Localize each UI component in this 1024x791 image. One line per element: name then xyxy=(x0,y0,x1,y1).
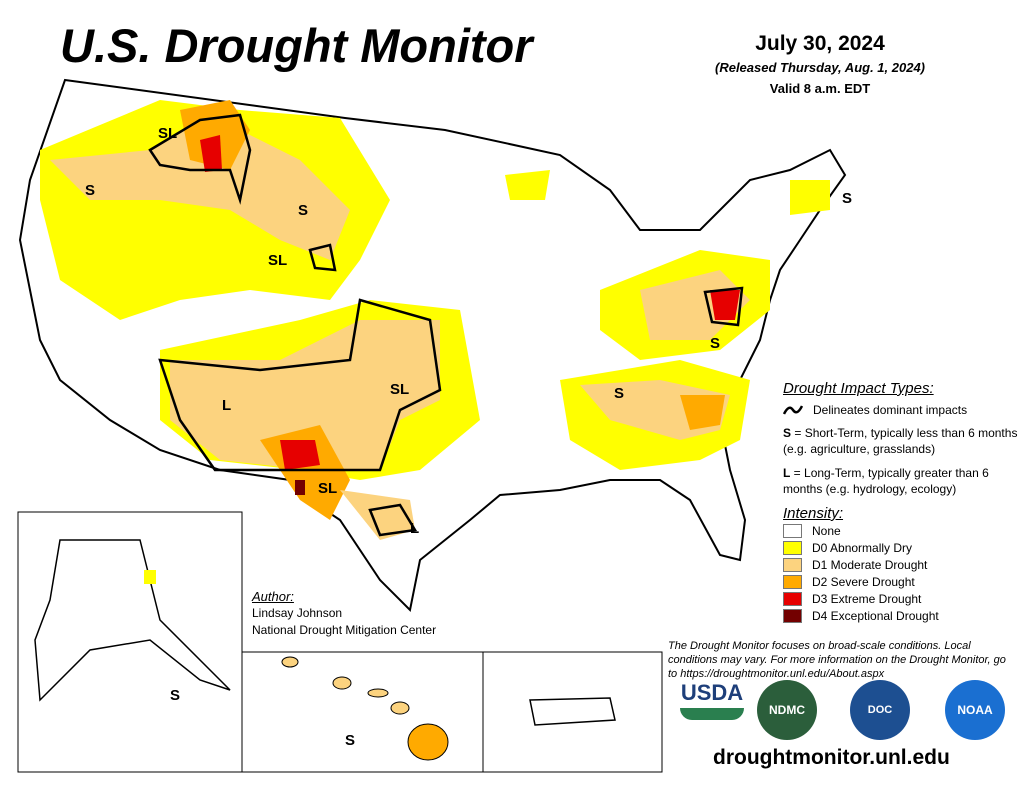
d1-area-northwest xyxy=(50,120,350,260)
intensity-legend-item: D4 Exceptional Drought xyxy=(783,607,1023,624)
impact-line-virginia xyxy=(703,286,744,327)
impact-label: L xyxy=(222,397,231,414)
intensity-swatch xyxy=(783,523,802,538)
date-block: July 30, 2024 (Released Thursday, Aug. 1… xyxy=(690,32,950,96)
impact-delineations xyxy=(148,113,744,537)
author-heading: Author: xyxy=(252,589,294,604)
impact-label: S xyxy=(298,202,308,219)
author-block: Author: Lindsay Johnson National Drought… xyxy=(252,588,436,639)
long-term-text: = Long-Term, typically greater than 6 mo… xyxy=(783,466,989,496)
impact-line-northwest xyxy=(148,113,252,205)
map-date: July 30, 2024 xyxy=(755,32,885,55)
impact-label: SL xyxy=(390,381,409,398)
intensity-label: D4 Exceptional Drought xyxy=(812,608,939,623)
intensity-swatch xyxy=(783,557,802,572)
d3-area-texas xyxy=(280,440,320,470)
d4-area-texas xyxy=(295,480,305,495)
intensity-legend-item: None xyxy=(783,522,1023,539)
impact-label: S xyxy=(614,385,624,402)
short-term-text: = Short-Term, typically less than 6 mont… xyxy=(783,426,1018,456)
author-org: National Drought Mitigation Center xyxy=(252,623,437,637)
intensity-heading: Intensity: xyxy=(783,505,844,522)
impact-line-south-texas xyxy=(368,503,418,537)
intensity-label: D0 Abnormally Dry xyxy=(812,540,913,555)
intensity-label: D2 Severe Drought xyxy=(812,574,915,589)
puerto-rico-inset-frame xyxy=(482,651,663,773)
page-title: U.S. Drought Monitor xyxy=(60,19,533,72)
d2-area-montana xyxy=(180,100,250,170)
impact-line-south-dakota xyxy=(308,243,337,272)
intensity-swatch xyxy=(783,608,802,623)
disclaimer-note: The Drought Monitor focuses on broad-sca… xyxy=(668,640,1006,680)
valid-time: Valid 8 a.m. EDT xyxy=(769,81,871,96)
short-term-key: S = Short-Term, typically less than 6 mo… xyxy=(783,425,1023,457)
d3-area-virginia xyxy=(710,290,740,320)
author-name: Lindsay Johnson xyxy=(252,606,343,620)
website-link[interactable]: droughtmonitor.unl.edu xyxy=(713,746,950,769)
d3-area-idaho-montana xyxy=(200,135,222,172)
drought-areas xyxy=(40,100,830,540)
alaska-d0-area xyxy=(144,570,156,584)
ndmc-logo: NDMC xyxy=(757,680,817,740)
intensity-swatch xyxy=(783,540,802,555)
impact-line-southwest xyxy=(158,298,442,472)
usda-logo: USDA xyxy=(680,680,744,720)
d0-area-wisconsin xyxy=(505,170,550,200)
impact-label: SL xyxy=(318,480,337,497)
intensity-legend-item: D2 Severe Drought xyxy=(783,573,1023,590)
d1-area-south-texas xyxy=(340,490,415,540)
intensity-legend-item: D3 Extreme Drought xyxy=(783,590,1023,607)
impact-label: S xyxy=(170,687,180,704)
impact-label: L xyxy=(410,520,419,537)
commerce-logo: DOC xyxy=(850,680,910,740)
short-term-letter: S xyxy=(783,426,792,440)
d0-area-new-england xyxy=(790,180,830,215)
delineation-line-icon xyxy=(783,405,803,415)
delineation-text: Delineates dominant impacts xyxy=(813,403,968,417)
impact-label: SL xyxy=(158,125,177,142)
impact-label: SL xyxy=(268,252,287,269)
intensity-legend-item: D0 Abnormally Dry xyxy=(783,539,1023,556)
intensity-legend-item: D1 Moderate Drought xyxy=(783,556,1023,573)
delineation-key: Delineates dominant impacts xyxy=(783,403,1023,417)
intensity-label: D3 Extreme Drought xyxy=(812,591,922,606)
noaa-logo: NOAA xyxy=(945,680,1005,740)
impact-label: S xyxy=(842,190,852,207)
intensity-swatch xyxy=(783,574,802,589)
puerto-rico-outline xyxy=(529,697,616,726)
intensity-legend: None D0 Abnormally Dry D1 Moderate Drought… xyxy=(783,522,1023,624)
hawaii-islands xyxy=(281,656,449,761)
release-date: (Released Thursday, Aug. 1, 2024) xyxy=(715,60,925,75)
impact-types-heading: Drought Impact Types: xyxy=(783,380,934,397)
d2-area-carolina xyxy=(680,395,725,430)
impact-label: S xyxy=(710,335,720,352)
intensity-swatch xyxy=(783,591,802,606)
long-term-letter: L xyxy=(783,466,791,480)
legend: Drought Impact Types: Delineates dominan… xyxy=(783,380,1023,624)
intensity-label: None xyxy=(812,523,841,538)
alaska-outline xyxy=(34,539,231,702)
impact-label: S xyxy=(345,732,355,749)
long-term-key: L = Long-Term, typically greater than 6 … xyxy=(783,465,1023,497)
intensity-label: D1 Moderate Drought xyxy=(812,557,928,572)
d1-area-southwest xyxy=(170,320,440,470)
impact-label: S xyxy=(85,182,95,199)
hawaii-inset-frame xyxy=(241,651,484,773)
alaska-inset-frame xyxy=(17,511,243,773)
